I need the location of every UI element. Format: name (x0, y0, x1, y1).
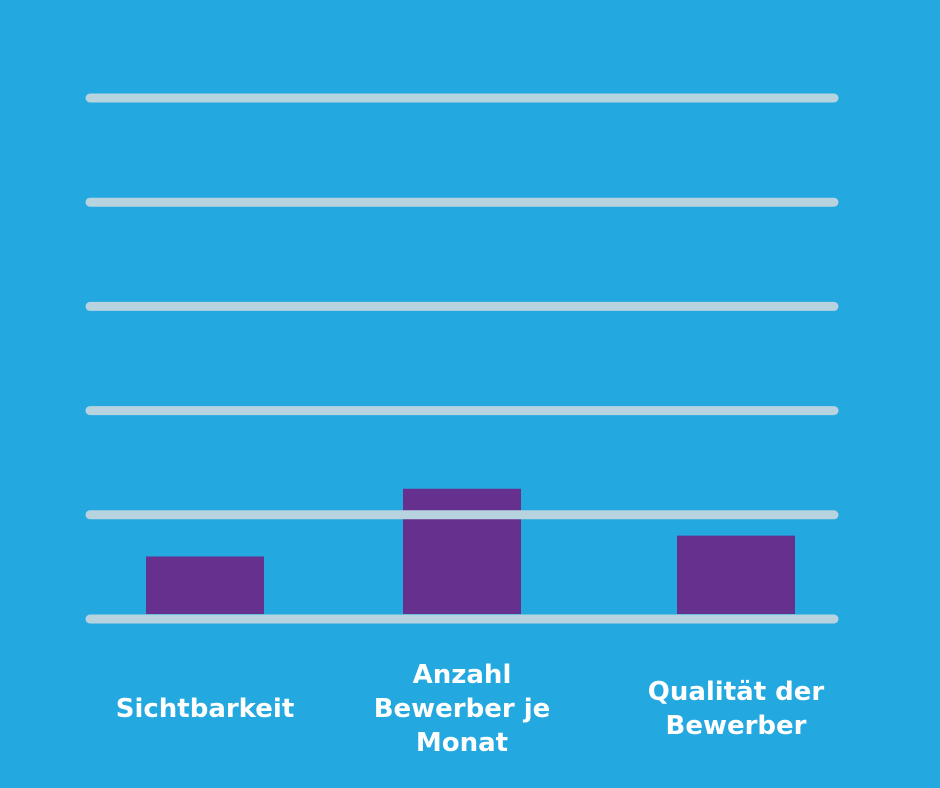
bar (403, 488, 521, 614)
x-tick-label: Qualität der Bewerber (647, 677, 825, 741)
bar (146, 556, 264, 614)
x-tick-label: Anzahl Bewerber je Monat (373, 660, 551, 758)
x-tick-label: Sichtbarkeit (115, 694, 295, 725)
bar (677, 535, 795, 614)
